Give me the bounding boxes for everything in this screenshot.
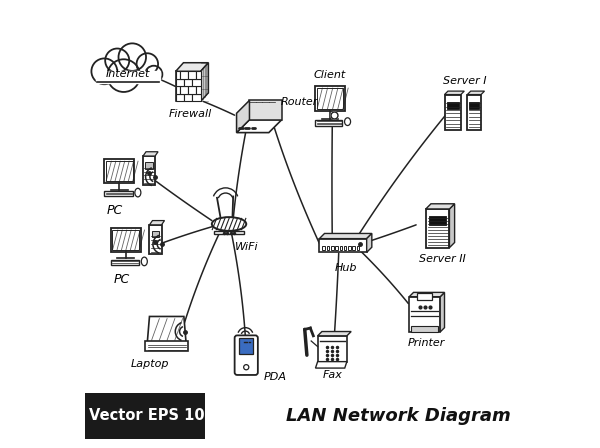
Bar <box>445 95 461 130</box>
Circle shape <box>107 59 140 92</box>
Bar <box>176 79 184 86</box>
Polygon shape <box>367 233 372 252</box>
Bar <box>417 293 433 300</box>
Bar <box>467 95 481 130</box>
Circle shape <box>91 58 117 84</box>
Bar <box>426 209 449 248</box>
Ellipse shape <box>135 188 141 197</box>
Bar <box>85 392 205 439</box>
Circle shape <box>137 53 158 75</box>
Bar <box>188 86 196 94</box>
Bar <box>196 86 200 94</box>
Bar <box>184 79 193 86</box>
Bar <box>344 246 346 250</box>
Bar <box>335 246 338 250</box>
Text: Server II: Server II <box>419 254 466 264</box>
Polygon shape <box>200 63 208 101</box>
Bar <box>104 159 134 183</box>
Polygon shape <box>426 204 455 209</box>
Bar <box>104 191 133 196</box>
Polygon shape <box>176 71 200 101</box>
Bar <box>357 246 359 250</box>
Bar <box>331 246 334 250</box>
Text: Laptop: Laptop <box>130 358 169 369</box>
Bar <box>326 246 329 250</box>
Bar <box>205 392 515 439</box>
Bar <box>184 94 193 101</box>
Text: LAN Network Diagram: LAN Network Diagram <box>286 407 511 425</box>
Bar <box>196 71 200 79</box>
Bar <box>145 341 188 351</box>
Bar <box>188 71 196 79</box>
Bar <box>111 228 141 252</box>
Bar <box>180 86 188 94</box>
Polygon shape <box>176 63 208 71</box>
Bar <box>152 231 160 237</box>
Bar <box>106 161 133 181</box>
Bar <box>316 121 342 126</box>
Bar <box>469 102 479 109</box>
Bar <box>317 336 347 362</box>
Bar <box>176 94 184 101</box>
Text: PC: PC <box>113 272 130 285</box>
Text: Server I: Server I <box>443 76 486 86</box>
Circle shape <box>145 66 163 83</box>
Circle shape <box>244 365 249 370</box>
Polygon shape <box>250 100 282 120</box>
Bar <box>214 231 244 234</box>
Polygon shape <box>409 293 445 297</box>
Bar <box>319 239 367 252</box>
Bar <box>112 230 139 250</box>
Bar <box>322 246 325 250</box>
Ellipse shape <box>344 118 350 125</box>
Bar <box>411 326 439 332</box>
Bar <box>409 297 440 332</box>
Bar <box>149 225 161 254</box>
Polygon shape <box>319 233 372 239</box>
Polygon shape <box>449 204 455 248</box>
Text: Router: Router <box>281 97 318 107</box>
FancyBboxPatch shape <box>235 336 258 375</box>
Text: PDA: PDA <box>263 371 286 382</box>
Text: Hub: Hub <box>335 263 358 273</box>
Circle shape <box>105 48 129 73</box>
Text: Fax: Fax <box>323 370 343 380</box>
Bar <box>316 86 345 111</box>
Polygon shape <box>445 91 464 95</box>
Text: Firewall: Firewall <box>169 109 212 119</box>
Bar <box>176 86 180 94</box>
Bar <box>145 162 153 168</box>
Text: Printer: Printer <box>408 338 446 348</box>
Bar <box>340 246 342 250</box>
Text: Vector EPS 10.: Vector EPS 10. <box>89 408 211 423</box>
Bar <box>193 79 200 86</box>
Bar <box>239 338 253 354</box>
Bar <box>348 246 351 250</box>
Ellipse shape <box>142 257 148 266</box>
Bar <box>317 88 343 109</box>
Polygon shape <box>149 220 164 225</box>
Text: Internet: Internet <box>106 69 150 79</box>
Bar <box>429 215 446 225</box>
Bar <box>143 156 155 185</box>
Polygon shape <box>236 100 250 133</box>
Bar <box>180 71 188 79</box>
Bar <box>193 94 200 101</box>
Text: WiFi: WiFi <box>235 242 259 252</box>
Polygon shape <box>143 152 158 156</box>
Bar <box>176 71 180 79</box>
Polygon shape <box>317 332 351 336</box>
Polygon shape <box>316 362 347 368</box>
Polygon shape <box>236 120 282 133</box>
Polygon shape <box>467 91 485 95</box>
Polygon shape <box>440 293 445 332</box>
Circle shape <box>119 43 146 71</box>
Polygon shape <box>148 316 186 342</box>
Bar <box>111 260 139 265</box>
Text: Client: Client <box>313 70 346 80</box>
Text: PC: PC <box>107 204 123 217</box>
Bar <box>352 246 355 250</box>
Ellipse shape <box>212 217 246 231</box>
Bar <box>446 102 459 109</box>
